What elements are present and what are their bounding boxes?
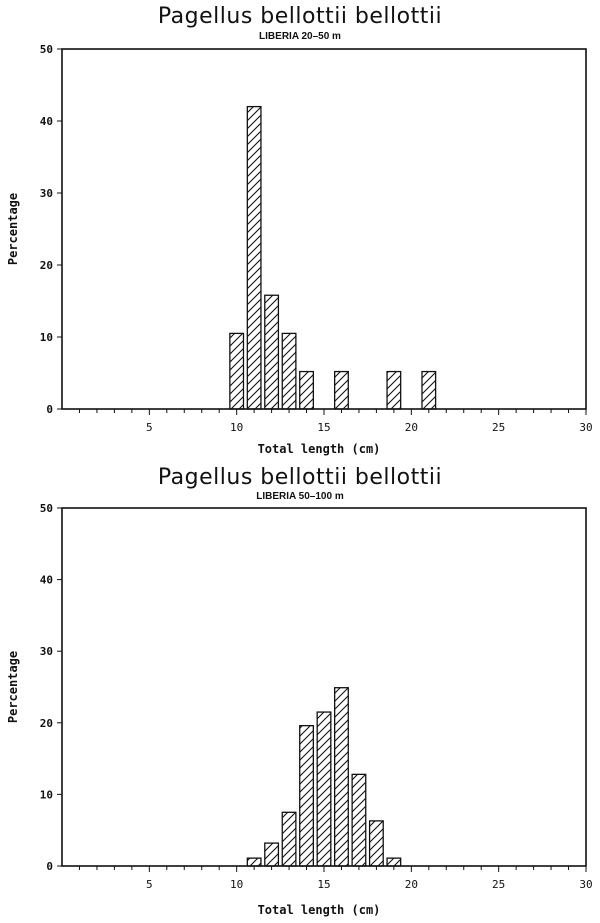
histogram-bar <box>386 370 402 410</box>
x-axis-label: Total length (cm) <box>258 903 381 917</box>
histogram-bar <box>264 842 280 867</box>
x-tick-label: 20 <box>405 421 418 434</box>
x-tick-label: 30 <box>579 878 592 891</box>
y-tick-label: 50 <box>40 43 53 56</box>
x-tick-label: 5 <box>146 878 153 891</box>
x-tick-label: 15 <box>317 878 330 891</box>
x-tick-label: 15 <box>317 421 330 434</box>
y-tick-label: 0 <box>46 860 53 873</box>
x-tick-label: 5 <box>146 421 153 434</box>
chart-panel-bottom: Pagellus bellottii bellottii LIBERIA 50–… <box>0 460 600 923</box>
chart-title: Pagellus bellottii bellottii <box>157 465 443 490</box>
y-tick-label: 40 <box>40 115 53 128</box>
x-axis-label: Total length (cm) <box>258 442 381 456</box>
histogram-bar <box>246 105 262 410</box>
histogram-bar <box>281 811 297 867</box>
y-axis-label: Percentage <box>6 193 20 265</box>
chart-subtitle: LIBERIA 20–50 m <box>259 31 341 42</box>
histogram-bar <box>281 332 297 410</box>
y-tick-label: 10 <box>40 788 53 801</box>
y-axis-label: Percentage <box>6 651 20 723</box>
y-tick-label: 30 <box>40 645 53 658</box>
chart-subtitle: LIBERIA 50–100 m <box>256 491 344 502</box>
x-tick-label: 30 <box>579 421 592 434</box>
x-tick-label: 10 <box>230 878 243 891</box>
y-tick-label: 20 <box>40 717 53 730</box>
histogram-bar <box>246 857 262 867</box>
histogram-bar <box>316 711 332 867</box>
histogram-bar <box>229 332 245 410</box>
x-tick-label: 10 <box>230 421 243 434</box>
histogram-plot: 5 10 15 20 25 30 0 10 20 30 40 50 Total length (cm) P… <box>6 502 593 917</box>
chart-panel-top: Pagellus bellottii bellottii LIBERIA 20–… <box>0 0 600 460</box>
y-tick-label: 0 <box>46 403 53 416</box>
histogram-bar <box>351 773 367 867</box>
y-tick-label: 40 <box>40 574 53 587</box>
chart-title: Pagellus bellottii bellottii <box>157 4 443 29</box>
histogram-bar <box>421 370 437 410</box>
histogram-bar <box>264 294 280 410</box>
plot-frame <box>61 48 587 410</box>
histogram-bar <box>334 370 349 410</box>
y-tick-label: 20 <box>40 259 53 272</box>
y-tick-label: 30 <box>40 187 53 200</box>
x-tick-label: 25 <box>492 421 505 434</box>
histogram-bar <box>299 725 314 867</box>
histogram-bar <box>334 687 349 867</box>
x-tick-label: 20 <box>405 878 418 891</box>
y-tick-label: 10 <box>40 331 53 344</box>
histogram-plot: 5 10 15 20 25 30 0 10 20 30 40 50 Total length (cm) P… <box>6 43 593 456</box>
histogram-bar <box>299 370 314 410</box>
y-tick-label: 50 <box>40 502 53 515</box>
histogram-bar <box>386 857 402 867</box>
histogram-bar <box>368 820 384 867</box>
x-tick-label: 25 <box>492 878 505 891</box>
